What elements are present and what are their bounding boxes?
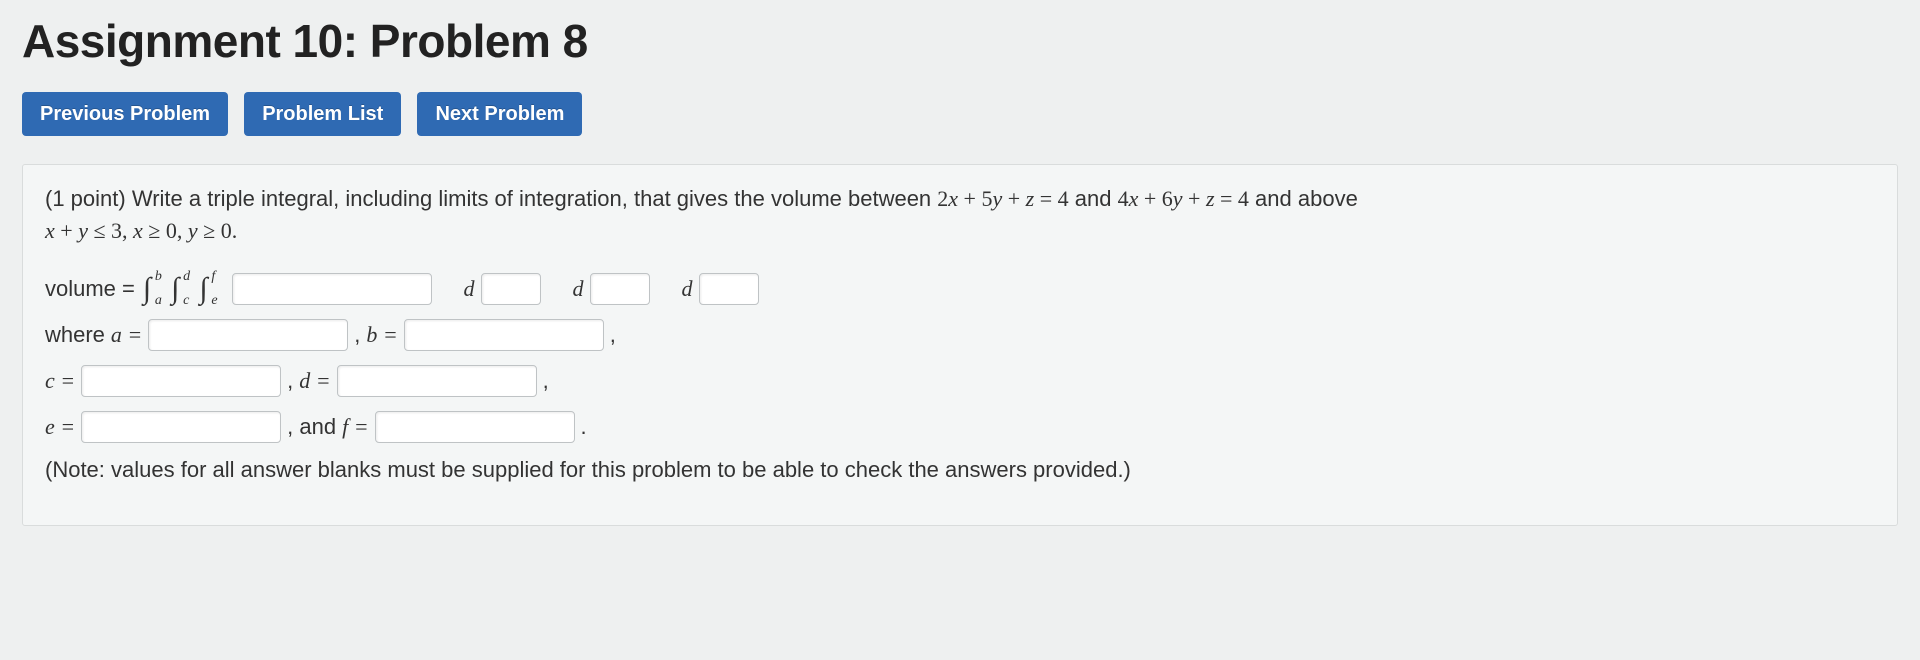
- previous-problem-button[interactable]: Previous Problem: [22, 92, 228, 136]
- prompt-mid: and: [1069, 186, 1118, 211]
- problem-list-button[interactable]: Problem List: [244, 92, 401, 136]
- d2-input[interactable]: [590, 273, 650, 305]
- constraint-text: x + y ≤ 3, x ≥ 0, y ≥ 0.: [45, 218, 237, 243]
- page-container: Assignment 10: Problem 8 Previous Proble…: [0, 0, 1920, 544]
- integral-inner: ∫ f e: [199, 274, 207, 304]
- d-label: d =: [299, 368, 330, 394]
- integral-mid: ∫ d c: [171, 274, 179, 304]
- outer-lo: a: [155, 294, 162, 308]
- d1-input[interactable]: [481, 273, 541, 305]
- b-label: b =: [366, 322, 397, 348]
- prompt-part1: Write a triple integral, including limit…: [132, 186, 937, 211]
- d1-letter: d: [464, 276, 475, 302]
- a-label: a =: [111, 322, 142, 348]
- inner-lo: e: [211, 294, 217, 308]
- problem-box: (1 point) Write a triple integral, inclu…: [22, 164, 1898, 526]
- and-text: , and: [287, 414, 336, 440]
- f-label: f =: [342, 414, 368, 440]
- ab-row: where a = , b = ,: [45, 319, 1875, 351]
- mid-lo: c: [183, 294, 189, 308]
- equation-1: 2x + 5y + z = 4: [937, 186, 1068, 211]
- comma-1: ,: [354, 322, 360, 348]
- problem-prompt: (1 point) Write a triple integral, inclu…: [45, 183, 1875, 247]
- f-input[interactable]: [375, 411, 575, 443]
- integral-outer: ∫ b a: [143, 274, 151, 304]
- outer-hi: b: [155, 270, 162, 284]
- note-text: (Note: values for all answer blanks must…: [45, 457, 1875, 483]
- page-title: Assignment 10: Problem 8: [22, 14, 1898, 68]
- volume-row: volume = ∫ b a ∫ d c ∫ f e d d: [45, 273, 1875, 305]
- comma-4: ,: [543, 368, 549, 394]
- comma-2: ,: [610, 322, 616, 348]
- d3-letter: d: [682, 276, 693, 302]
- d3-input[interactable]: [699, 273, 759, 305]
- next-problem-button[interactable]: Next Problem: [417, 92, 582, 136]
- cd-row: c = , d = ,: [45, 365, 1875, 397]
- comma-3: ,: [287, 368, 293, 394]
- volume-label: volume =: [45, 276, 135, 302]
- c-label: c =: [45, 368, 75, 394]
- e-label: e =: [45, 414, 75, 440]
- d2-letter: d: [573, 276, 584, 302]
- points-prefix: (1 point): [45, 186, 132, 211]
- d-input[interactable]: [337, 365, 537, 397]
- mid-hi: d: [183, 270, 190, 284]
- tail-dot: .: [581, 414, 587, 440]
- e-input[interactable]: [81, 411, 281, 443]
- c-input[interactable]: [81, 365, 281, 397]
- equation-2: 4x + 6y + z = 4: [1118, 186, 1249, 211]
- prompt-part2: and above: [1249, 186, 1358, 211]
- b-input[interactable]: [404, 319, 604, 351]
- a-input[interactable]: [148, 319, 348, 351]
- ef-row: e = , and f = .: [45, 411, 1875, 443]
- nav-row: Previous Problem Problem List Next Probl…: [22, 92, 1898, 136]
- inner-hi: f: [211, 270, 215, 284]
- where-text: where: [45, 322, 105, 348]
- integrand-input[interactable]: [232, 273, 432, 305]
